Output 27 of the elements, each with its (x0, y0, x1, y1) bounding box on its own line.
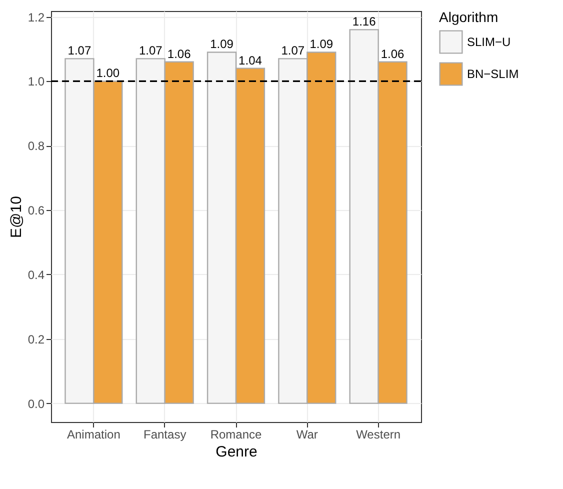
y-axis-title: E@10 (8, 196, 25, 238)
data-label: 1.09 (310, 37, 334, 52)
x-tick-label: Western (356, 428, 401, 442)
data-label: 1.07 (281, 44, 305, 58)
y-tick-label: 0.6 (28, 204, 45, 218)
legend-label: SLIM−U (467, 35, 511, 49)
data-label: 1.07 (138, 44, 163, 58)
data-label: 1.07 (68, 44, 92, 58)
x-tick-label: Fantasy (144, 428, 186, 442)
x-tick-label: War (296, 428, 318, 442)
y-tick-label: 0.4 (28, 268, 45, 282)
data-label: 1.09 (210, 37, 234, 52)
y-tick-label: 1.0 (28, 74, 45, 89)
y-tick-label: 0.0 (28, 396, 45, 411)
data-label: 1.06 (380, 46, 405, 61)
data-label: 1.06 (167, 46, 192, 61)
x-tick-label: Romance (210, 428, 262, 442)
x-axis-title: Genre (216, 444, 258, 460)
x-tick-label: Animation (67, 428, 120, 442)
legend-title: Algorithm (439, 9, 498, 25)
data-label: 1.04 (238, 53, 262, 68)
legend-label: BN−SLIM (467, 67, 519, 81)
y-tick-label: 0.8 (28, 139, 45, 154)
y-tick-label: 0.2 (28, 332, 45, 346)
data-label: 1.00 (96, 66, 120, 80)
y-tick-label: 1.2 (28, 10, 45, 24)
data-label: 1.16 (352, 14, 376, 29)
